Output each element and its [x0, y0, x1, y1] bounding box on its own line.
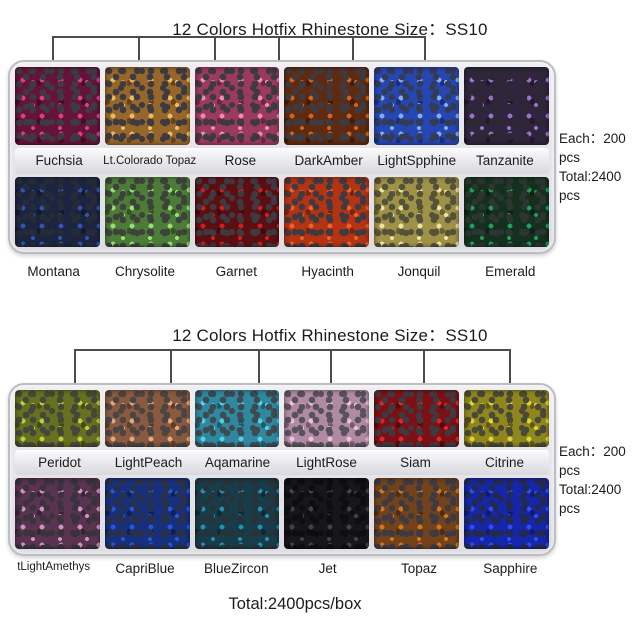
compartment-emerald: [464, 176, 549, 247]
compartment-tanzanite: [464, 67, 549, 146]
note-line: pcs: [559, 463, 581, 478]
color-label-aqamarine: Aqamarine: [204, 454, 271, 470]
compartment-siam: [374, 390, 460, 447]
color-label-fuchsia: Fuchsia: [35, 153, 83, 169]
compartment-chrysolite: [104, 176, 190, 247]
compartment-bluezircon: [194, 477, 280, 549]
color-label-tanzanite: Tanzanite: [476, 153, 534, 169]
compartment-lightrose: [284, 390, 370, 447]
color-label-siam: Siam: [400, 454, 431, 470]
compartment-montana: [15, 176, 100, 247]
color-label-garnet: Garnet: [215, 264, 257, 279]
color-label-rose: Rose: [224, 153, 257, 169]
color-label-peridot: Peridot: [38, 454, 81, 470]
color-label-lightpeach: LightPeach: [114, 454, 183, 470]
compartment-jet: [284, 477, 370, 549]
compartment-garnet: [194, 176, 280, 247]
color-label-chrysolite: Chrysolite: [114, 264, 175, 279]
compartment-lt-colorado-topaz: [104, 67, 190, 146]
box2-row1-compartments: [15, 390, 549, 447]
box2-row1-label-strip: Peridot LightPeach Aqamarine LightRose Siam C…: [15, 449, 549, 475]
box1-row2-labels: Montana Chrysolite Garnet Hyacinth Jonquil Em…: [8, 261, 556, 279]
note-line: Each：200: [559, 444, 626, 459]
color-label-capriblue: CapriBlue: [115, 561, 175, 576]
color-label-lightrose: LightRose: [296, 454, 357, 470]
color-label-darkamber: DarkAmber: [294, 153, 363, 169]
note-line: pcs: [559, 150, 581, 165]
compartment-fuchsia: [15, 67, 100, 146]
box2-title: 12 Colors Hotfix Rhinestone Size：SS10: [172, 326, 488, 345]
box2-quantity-note: Each：200 pcs Total:2400 pcs: [559, 442, 639, 518]
color-label-jet: Jet: [318, 561, 337, 576]
note-line: Each：200: [559, 131, 626, 146]
color-label-lightspphine: LightSpphine: [377, 153, 457, 169]
compartment-lightpeach: [104, 390, 190, 447]
note-line: Total:2400: [559, 169, 622, 184]
compartment-aqamarine: [194, 390, 280, 447]
compartment-lightspphine: [374, 67, 460, 146]
compartment-topaz: [374, 477, 460, 549]
box1-row1-compartments: [15, 67, 549, 146]
box2-callout-lines: [74, 349, 511, 385]
compartment-darkamber: [284, 67, 370, 146]
color-label-hyacinth: Hyacinth: [301, 264, 354, 279]
box1-quantity-note: Each：200 pcs Total:2400 pcs: [559, 129, 639, 205]
compartment-citrine: [464, 390, 549, 447]
color-label-emerald: Emerald: [485, 264, 536, 279]
box1-row2-compartments: [15, 176, 549, 247]
rhinestone-box-2: Peridot LightPeach Aqamarine LightRose Siam C…: [8, 383, 556, 556]
color-label-topaz: Topaz: [400, 561, 437, 576]
compartment-peridot: [15, 390, 100, 447]
color-label-sapphire: Sapphire: [483, 561, 538, 576]
box-total-text: Total:2400pcs/box: [228, 595, 362, 613]
box2-row2-compartments: [15, 477, 549, 549]
compartment-tlightamethys: [15, 477, 100, 549]
color-label-bluezircon: BlueZircon: [204, 561, 269, 576]
color-label-jonquil: Jonquil: [397, 264, 441, 279]
compartment-sapphire: [464, 477, 549, 549]
color-label-lt-colorado-topaz: Lt.Colorado Topaz: [103, 154, 197, 167]
rhinestone-box-1: Fuchsia Lt.Colorado Topaz Rose DarkAmber Lig…: [8, 60, 556, 254]
box2-row2-labels: tLightAmethys CapriBlue BlueZircon Jet Topaz…: [8, 558, 556, 576]
color-label-montana: Montana: [27, 264, 80, 279]
compartment-capriblue: [104, 477, 190, 549]
note-line: Total:2400: [559, 482, 622, 497]
box1-row1-label-strip: Fuchsia Lt.Colorado Topaz Rose DarkAmber Lig…: [15, 148, 549, 174]
box1-title: 12 Colors Hotfix Rhinestone Size：SS10: [172, 20, 488, 39]
compartment-rose: [194, 67, 280, 146]
note-line: pcs: [559, 188, 581, 203]
color-label-tlightamethys: tLightAmethys: [17, 561, 91, 573]
color-label-citrine: Citrine: [484, 454, 524, 470]
compartment-hyacinth: [284, 176, 370, 247]
box1-callout-lines: [52, 36, 426, 65]
note-line: pcs: [559, 501, 581, 516]
compartment-jonquil: [374, 176, 460, 247]
